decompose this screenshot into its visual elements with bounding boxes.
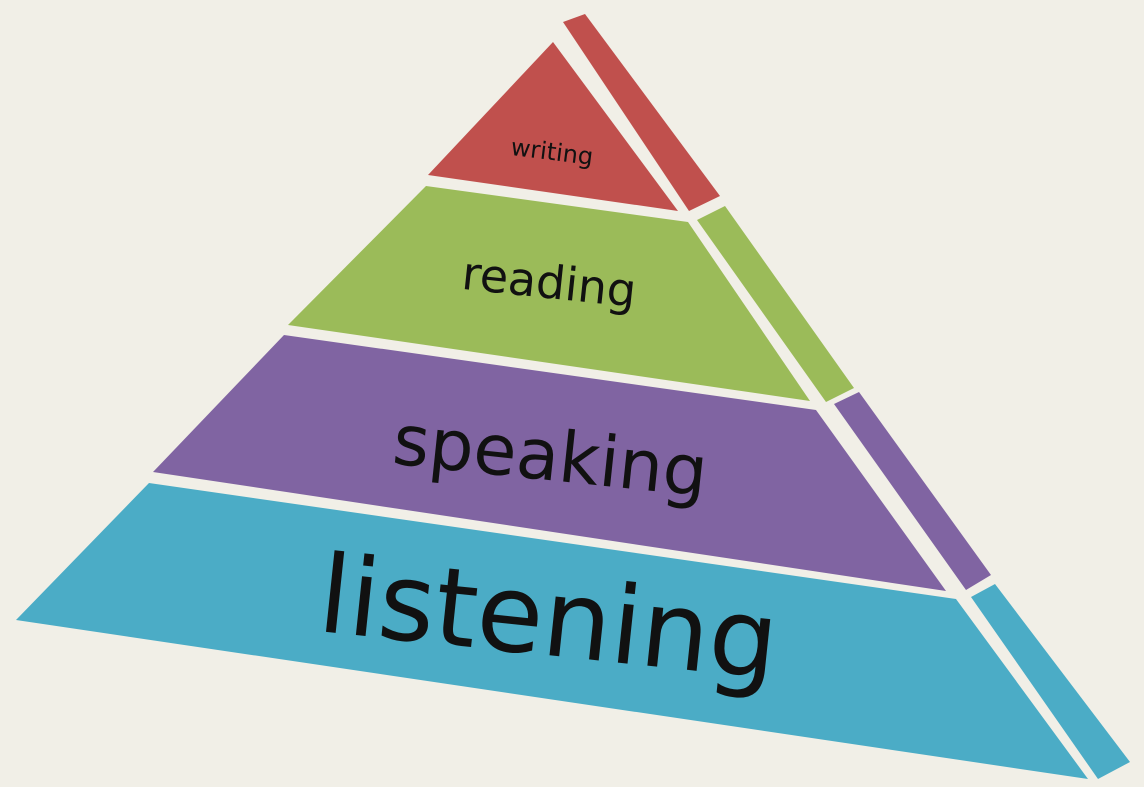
tier-listening-side [971,584,1130,779]
tier-listening-label: listening [313,532,784,704]
tier-reading-side [697,206,854,402]
tier-writing-side [563,14,720,211]
tier-writing-front [428,42,678,211]
tier-reading: reading [288,186,854,402]
tier-reading-front [288,186,810,401]
tier-speaking-front [153,335,946,591]
tier-writing: writing [428,14,720,211]
tier-listening-front [16,483,1088,779]
tier-speaking-side [834,392,991,590]
tier-speaking: speaking [153,335,991,591]
